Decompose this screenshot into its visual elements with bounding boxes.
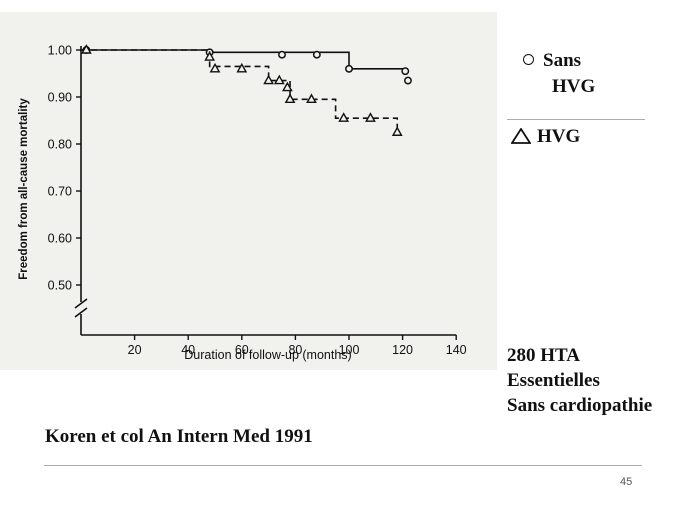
y-tick-label: 0.70 [48, 185, 72, 199]
x-tick-label: 140 [446, 343, 467, 357]
triangle-data-point [365, 112, 376, 122]
triangle-data-point [204, 51, 216, 61]
triangle-data-point [338, 112, 350, 122]
legend-hvg-label: HVG [537, 126, 581, 147]
series-line-hvg [81, 49, 399, 133]
triangle-data-point [306, 93, 317, 104]
triangle-data-point [80, 44, 92, 54]
x-axis-label: Duration of follow-up (months) [184, 348, 351, 362]
triangle-data-point [284, 93, 296, 104]
footer-divider [44, 465, 642, 466]
x-tick-label: 60 [235, 343, 249, 357]
triangle-data-point [263, 74, 274, 85]
study-info: 280 HTA Essentielles Sans cardiopathie [507, 343, 689, 418]
triangle-marker-icon [510, 127, 532, 144]
x-tick-label: 100 [339, 343, 360, 357]
legend-sans-hvg: Sans [523, 50, 581, 72]
circle-data-point [312, 50, 321, 59]
slide-top-bar [0, 0, 689, 4]
info-line-3: Sans cardiopathie [507, 395, 653, 416]
x-tick-label: 80 [288, 343, 302, 357]
y-tick-label: 0.60 [48, 232, 72, 246]
axis-break-mark [74, 298, 88, 309]
page-number: 45 [620, 476, 633, 488]
x-tick-label: 40 [181, 343, 195, 357]
y-tick-label: 0.80 [48, 138, 72, 152]
legend-hvg: HVG [510, 126, 581, 148]
info-line-1: 280 HTA [507, 345, 581, 366]
legend-divider [507, 119, 645, 120]
legend-sans-hvg-line2: HVG [552, 76, 596, 97]
triangle-data-point [236, 62, 248, 73]
circle-data-point [404, 76, 412, 85]
survival-chart-svg: 0.50 0.60 0.70 0.80 0.90 1.00 20 40 60 80 100 120 14… [18, 44, 467, 363]
circle-data-point [401, 67, 410, 76]
y-tick-label: 0.50 [48, 279, 72, 293]
axis-break-mark [74, 307, 88, 318]
triangle-data-point [391, 126, 403, 136]
circle-data-point [345, 64, 353, 73]
citation: Koren et col An Intern Med 1991 [45, 426, 313, 447]
series-line-sans-hvg [81, 49, 408, 70]
triangle-data-point [209, 62, 221, 73]
legend-sans-hvg-line1: Sans [543, 50, 582, 71]
y-tick-label: 0.90 [48, 91, 72, 105]
info-line-2: Essentielles [507, 370, 600, 391]
circle-marker-icon [523, 54, 534, 65]
triangle-data-point [273, 74, 285, 85]
y-axis-label: Freedom from all-cause mortality [18, 98, 30, 280]
circle-data-point [278, 50, 286, 59]
triangle-data-point [281, 81, 293, 92]
survival-chart: 0.50 0.60 0.70 0.80 0.90 1.00 20 40 60 80 100 120 14… [0, 12, 497, 370]
y-tick-label: 1.00 [48, 44, 72, 58]
x-tick-label: 120 [392, 343, 413, 357]
x-tick-label: 20 [128, 343, 142, 357]
